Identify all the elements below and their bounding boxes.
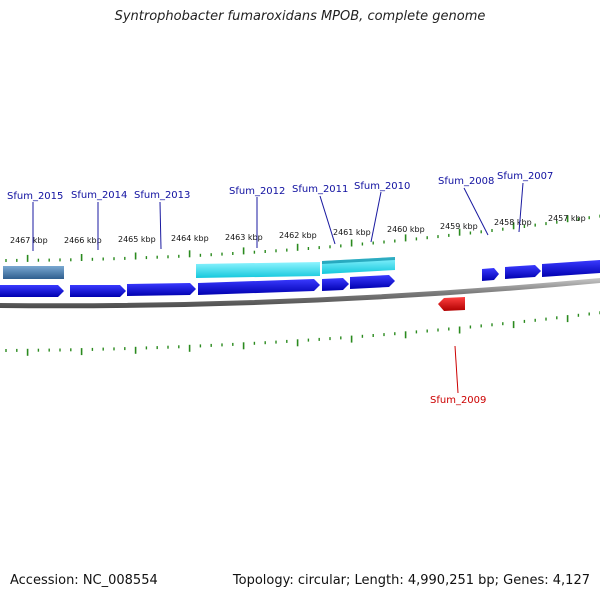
kbp-scale-labels: 2467 kbp 2466 kbp 2465 kbp 2464 kbp 2463… — [10, 214, 586, 245]
label-leader-lines — [32, 182, 524, 251]
gene-label-reverse[interactable]: Sfum_2009 — [430, 395, 486, 406]
kbp-label: 2463 kbp — [225, 233, 263, 242]
gene-arrow-forward[interactable] — [127, 283, 196, 296]
accession-text: Accession: NC_008554 — [10, 573, 158, 588]
gene-arrow-forward[interactable] — [0, 285, 64, 297]
genome-summary-text: Topology: circular; Length: 4,990,251 bp… — [232, 573, 590, 588]
gene-arrow-forward[interactable] — [505, 265, 541, 279]
gene-label[interactable]: Sfum_2015 — [7, 191, 63, 202]
genome-title: Syntrophobacter fumaroxidans MPOB, compl… — [114, 9, 486, 24]
kbp-label: 2462 kbp — [279, 231, 317, 240]
gene-arrow-forward[interactable] — [322, 278, 349, 291]
genome-backbone — [0, 278, 600, 309]
gene-label[interactable]: Sfum_2012 — [229, 186, 285, 197]
gene-arrow-reverse[interactable] — [438, 297, 465, 311]
gene-label[interactable]: Sfum_2008 — [438, 176, 494, 187]
label-leader-line-reverse — [454, 345, 459, 394]
kbp-label: 2465 kbp — [118, 235, 156, 244]
kbp-label: 2459 kbp — [440, 222, 478, 231]
kbp-label: 2466 kbp — [64, 236, 102, 245]
kbp-label: 2464 kbp — [171, 234, 209, 243]
kbp-label: 2461 kbp — [333, 228, 371, 237]
kbp-label: 2460 kbp — [387, 225, 425, 234]
gene-arrow-forward[interactable] — [70, 285, 126, 297]
gene-label[interactable]: Sfum_2014 — [71, 190, 127, 201]
rna-feature-block[interactable] — [3, 266, 64, 279]
gene-label[interactable]: Sfum_2007 — [497, 171, 553, 182]
kbp-label: 2467 kbp — [10, 236, 48, 245]
highlighted-gene-block[interactable] — [196, 262, 320, 278]
upper-tick-row — [5, 214, 600, 262]
kbp-label: 2458 kbp — [494, 218, 532, 227]
gene-arrow-forward[interactable] — [198, 279, 320, 295]
kbp-label: 2457 kbp — [548, 214, 586, 223]
forward-strand-genes — [0, 260, 600, 297]
gene-label[interactable]: Sfum_2013 — [134, 190, 190, 201]
highlighted-gene-edge — [322, 257, 395, 264]
gene-label[interactable]: Sfum_2010 — [354, 181, 410, 192]
gene-label[interactable]: Sfum_2011 — [292, 184, 348, 195]
gene-arrow-forward[interactable] — [482, 268, 499, 281]
lower-tick-row — [5, 311, 600, 356]
gene-labels: Sfum_2015 Sfum_2014 Sfum_2013 Sfum_2012 … — [7, 171, 553, 406]
gene-arrow-forward[interactable] — [542, 260, 600, 277]
gene-arrow-forward[interactable] — [350, 275, 395, 289]
